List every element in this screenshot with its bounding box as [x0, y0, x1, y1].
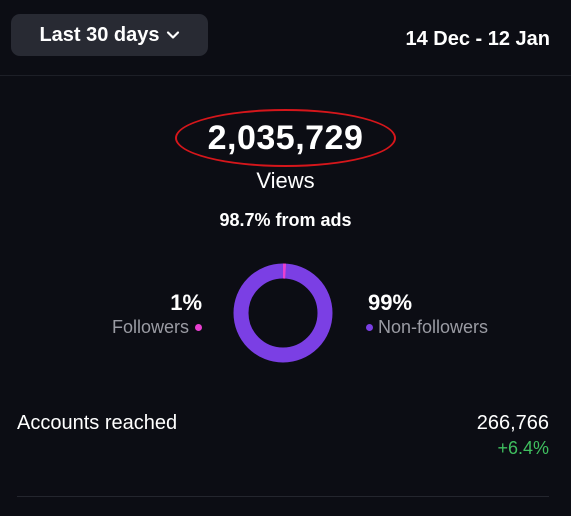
- date-range-text: 14 Dec - 12 Jan: [405, 28, 550, 50]
- views-label: Views: [256, 168, 315, 193]
- nonfollowers-percentage: 99%: [368, 290, 413, 315]
- audience-donut-chart: [233, 263, 333, 363]
- donut-followers-arc: [233, 263, 333, 363]
- nonfollowers-label: Non-followers: [378, 317, 489, 337]
- date-range-dropdown[interactable]: Last 30 days: [11, 14, 208, 56]
- followers-legend: Followers: [112, 317, 202, 338]
- date-range-dropdown-label: Last 30 days: [39, 23, 160, 46]
- views-total: 2,035,729: [207, 118, 364, 157]
- divider: [0, 75, 571, 76]
- highlight-circle: 2,035,729: [175, 109, 396, 167]
- divider: [17, 496, 549, 497]
- accounts-reached-value: 266,766: [476, 412, 549, 434]
- nonfollowers-dot-icon: [366, 324, 373, 331]
- followers-dot-icon: [195, 324, 202, 331]
- accounts-reached-change: +6.4%: [497, 438, 549, 458]
- donut-nonfollowers-arc: [233, 263, 333, 363]
- followers-percentage: 1%: [170, 290, 202, 315]
- nonfollowers-legend: Non-followers: [366, 317, 488, 338]
- followers-label: Followers: [111, 317, 189, 337]
- accounts-reached-label: Accounts reached: [17, 412, 178, 434]
- ads-share-text: 98.7% from ads: [219, 210, 352, 230]
- chevron-down-icon: [166, 31, 179, 39]
- views-total-container: 2,035,729: [0, 109, 571, 169]
